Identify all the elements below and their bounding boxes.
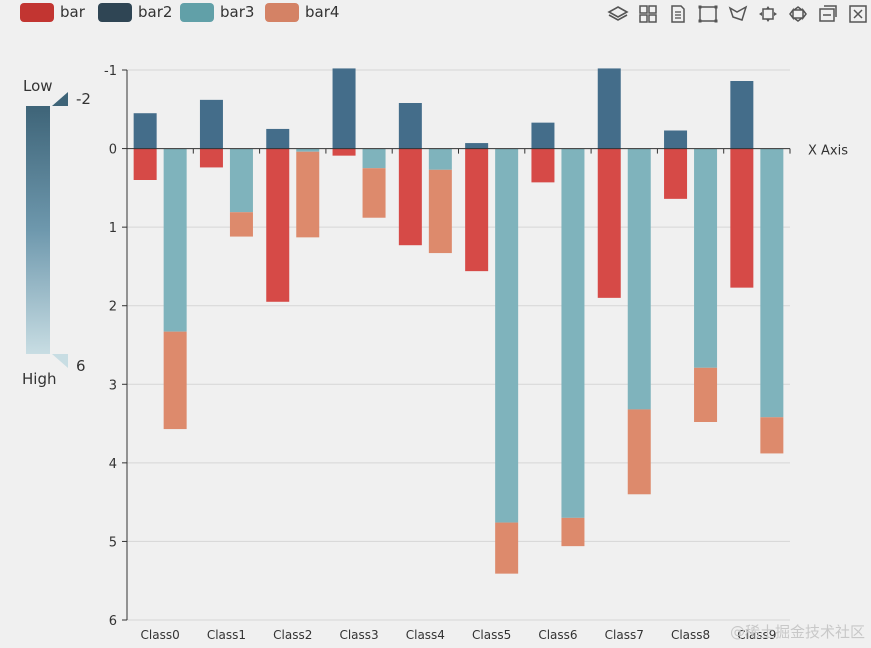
lasso-select-icon[interactable] [727,4,749,24]
bar-bar-class1 [199,148,223,168]
x-category-label: Class1 [207,628,246,642]
save-icon[interactable] [847,4,869,24]
bar-bar2-class7 [597,68,621,149]
visualmap-min-text: -2 [76,90,91,108]
bar-bar-class4 [398,148,422,246]
legend-item-bar[interactable]: bar [20,0,85,24]
visualmap-gradient [26,106,50,354]
grid-lines [127,69,790,621]
bar-bar2-class2 [266,128,290,149]
x-axis-name: X Axis [808,144,848,159]
bar-bar4-class2 [296,151,320,238]
restore-icon[interactable] [817,4,839,24]
visualmap-bottom-handle[interactable] [52,354,68,368]
y-tick-label: 3 [109,378,117,393]
y-tick-label: -1 [104,64,117,79]
x-category-label: Class0 [141,628,180,642]
watermark: @稀土掘金技术社区 [729,623,865,641]
bar-bar3-class4 [428,148,452,170]
bar-bar-class8 [664,148,688,199]
bar-bar2-class6 [531,122,555,149]
legend-swatch-bar4 [265,2,299,22]
x-category-label: Class8 [671,628,710,642]
x-category-label: Class2 [273,628,312,642]
bar-bar3-class6 [561,148,585,518]
bar-bar2-class5 [465,143,489,149]
y-tick-label: 6 [109,614,117,629]
x-category-label: Class5 [472,628,511,642]
bar-bar3-class8 [694,148,718,368]
visualmap-top-handle[interactable] [52,92,68,106]
bar-bar2-class1 [199,99,223,149]
legend-label-bar: bar [60,3,85,21]
bar-bar2-class8 [664,130,688,149]
bar-bar3-class5 [495,148,519,523]
bar-bar-class2 [266,148,290,302]
visualmap-low-label: Low [23,77,53,95]
x-category-label: Class4 [406,628,445,642]
legend-swatch-bar3 [180,2,214,22]
bar-bar4-class1 [229,212,253,237]
bar-bar-class3 [332,148,356,156]
legend-swatch-bar2 [98,2,132,22]
y-tick-label: 5 [109,535,117,550]
bar-bar4-class5 [495,522,519,574]
legend-item-bar4[interactable]: bar4 [265,0,339,24]
bar-bar-class9 [730,148,754,288]
bar-bar3-class2 [296,148,320,152]
grid-icon[interactable] [637,4,659,24]
visualmap-high-label: High [22,370,57,388]
bar-bar4-class3 [362,168,386,218]
bar-bar2-class0 [133,113,157,149]
rect-select-icon[interactable] [697,4,719,24]
layers-icon[interactable] [607,4,629,24]
bar-bar3-class0 [163,148,187,332]
x-category-label: Class6 [538,628,577,642]
bar-bar3-class1 [229,148,253,213]
bar-bar-class7 [597,148,621,298]
legend-label-bar3: bar3 [220,3,255,21]
zoom-icon[interactable] [757,4,779,24]
legend-label-bar4: bar4 [305,3,340,21]
bar-bar4-class4 [428,169,452,254]
toolbox [607,4,869,24]
bar-bar2-class3 [332,68,356,149]
y-tick-label: 2 [109,300,117,315]
visualmap-bar[interactable] [22,88,72,373]
axes: -1 0 1 2 3 4 5 6 X Axis Class0 Class1 Class2 Class3 C… [104,64,848,642]
bar-bar3-class7 [627,148,651,410]
bar-bar4-class8 [694,367,718,422]
bar-bar-class5 [465,148,489,272]
visualmap-max-text: 6 [76,357,86,375]
x-category-label: Class3 [339,628,378,642]
bars [133,68,784,574]
x-category-label: Class7 [605,628,644,642]
legend-item-bar3[interactable]: bar3 [180,0,254,24]
data-view-icon[interactable] [667,4,689,24]
bar-bar4-class7 [627,409,651,495]
y-tick-label: 1 [109,221,117,236]
bar-bar3-class9 [760,148,784,418]
y-tick-label: 0 [109,143,117,158]
bar-bar-class0 [133,148,157,180]
x-category-label: Class9 [737,628,776,642]
legend-swatch-bar [20,2,54,22]
bar-bar4-class6 [561,517,585,547]
legend-item-bar2[interactable]: bar2 [98,0,172,24]
legend-label-bar2: bar2 [138,3,173,21]
bar-bar2-class9 [730,81,754,149]
bar-bar-class6 [531,148,555,183]
bar-bar2-class4 [398,103,422,149]
bar-bar4-class9 [760,417,784,454]
y-tick-label: 4 [109,457,117,472]
bar-bar3-class3 [362,148,386,169]
bar-bar4-class0 [163,331,187,430]
zoom-reset-icon[interactable] [787,4,809,24]
